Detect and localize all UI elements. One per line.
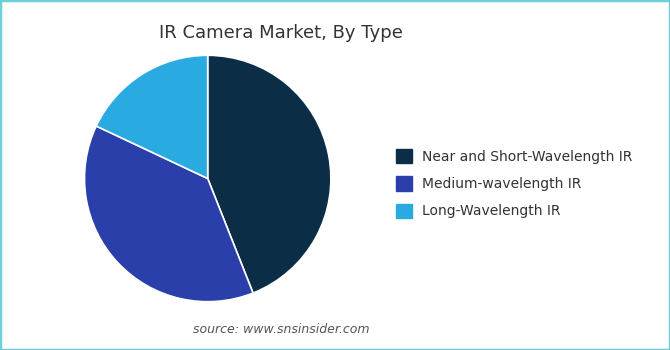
Wedge shape (96, 55, 208, 178)
Text: source: www.snsinsider.com: source: www.snsinsider.com (193, 323, 370, 336)
Text: IR Camera Market, By Type: IR Camera Market, By Type (159, 25, 403, 42)
Wedge shape (84, 126, 253, 302)
Wedge shape (208, 55, 331, 293)
Legend: Near and Short-Wavelength IR, Medium-wavelength IR, Long-Wavelength IR: Near and Short-Wavelength IR, Medium-wav… (395, 149, 632, 218)
